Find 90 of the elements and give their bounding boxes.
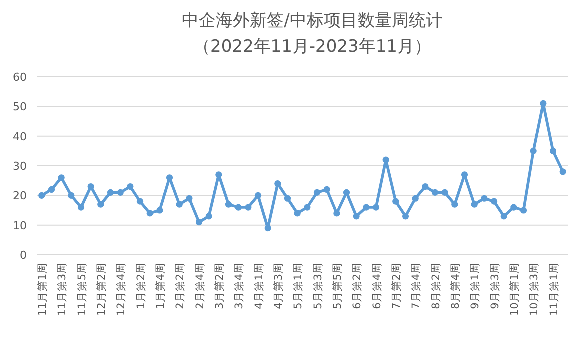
x-tick-label: 1月第4周 xyxy=(154,263,167,310)
point xyxy=(324,186,330,194)
point xyxy=(490,198,498,205)
point xyxy=(432,189,439,196)
x-tick-label: 4月第1周 xyxy=(253,263,266,310)
x-tick-label: 6月第4周 xyxy=(371,263,384,310)
x-tick-label: 12月第4周 xyxy=(116,263,128,316)
x-tick-label: 10月第3周 xyxy=(528,263,541,316)
point xyxy=(481,195,488,202)
point xyxy=(510,204,518,211)
point xyxy=(216,172,222,178)
point xyxy=(294,210,301,217)
x-tick-label: 2月第2周 xyxy=(174,263,187,310)
point xyxy=(186,195,193,202)
point xyxy=(254,192,262,199)
point xyxy=(452,201,458,208)
x-tick-label: 5月第3周 xyxy=(312,263,324,310)
point xyxy=(520,207,528,214)
point xyxy=(156,207,164,214)
x-tick-label: 3月第4周 xyxy=(234,263,246,310)
point xyxy=(98,201,104,208)
point xyxy=(88,183,94,190)
x-tick-label: 9月第3周 xyxy=(489,263,502,310)
y-tick-label: 10 xyxy=(13,219,27,232)
point xyxy=(550,148,557,154)
point xyxy=(343,189,350,196)
point xyxy=(314,189,321,196)
point xyxy=(127,183,134,190)
y-tick-label: 30 xyxy=(13,160,27,173)
point xyxy=(146,210,154,217)
x-tick-label: 2月第4周 xyxy=(194,263,206,310)
point xyxy=(117,189,124,196)
point xyxy=(48,186,56,194)
x-tick-label: 11月第5周 xyxy=(76,263,88,316)
point xyxy=(68,192,75,199)
point xyxy=(471,201,478,208)
point xyxy=(206,213,212,220)
x-tick-label: 4月第3周 xyxy=(272,263,285,310)
x-tick-label: 11月第1周 xyxy=(36,263,49,316)
point xyxy=(196,219,203,226)
x-tick-label: 9月第1周 xyxy=(470,263,482,310)
point xyxy=(412,195,419,202)
x-tick-label: 11月第1周 xyxy=(548,263,560,316)
x-tick-label: 1月第2周 xyxy=(135,263,148,310)
y-tick-label: 50 xyxy=(13,100,27,114)
chart-title: 中企海外新签/中标项目数量周统计 xyxy=(182,11,443,31)
x-tick-label: 6月第2周 xyxy=(352,263,364,310)
point xyxy=(363,204,370,211)
point xyxy=(166,174,174,182)
point xyxy=(304,204,311,211)
point xyxy=(58,174,65,182)
x-tick-label: 11月第3周 xyxy=(56,263,69,316)
point xyxy=(107,189,114,196)
point xyxy=(284,195,292,202)
point xyxy=(334,210,340,217)
y-tick-label: 60 xyxy=(13,71,27,84)
point xyxy=(176,201,183,208)
x-tick-label: 3月第2周 xyxy=(214,263,226,310)
point xyxy=(264,225,272,232)
y-tick-label: 40 xyxy=(13,130,27,144)
point xyxy=(38,192,46,199)
point xyxy=(235,204,242,211)
y-tick-label: 20 xyxy=(13,190,27,203)
x-tick-label: 10月第1周 xyxy=(508,263,521,316)
point xyxy=(530,148,537,154)
point xyxy=(136,198,144,205)
point xyxy=(560,168,566,176)
point xyxy=(442,189,448,196)
point xyxy=(225,201,232,208)
x-tick-label: 5月第1周 xyxy=(292,263,305,310)
point xyxy=(78,204,85,211)
point xyxy=(382,156,390,164)
x-tick-label: 7月第2周 xyxy=(390,263,403,310)
x-tick-label: 12月第2周 xyxy=(96,263,108,316)
chart-subtitle: （2022年11月-2023年11月） xyxy=(194,37,432,57)
point xyxy=(500,213,508,220)
x-tick-label: 7月第4周 xyxy=(410,263,423,310)
point xyxy=(392,198,400,205)
x-tick-label: 5月第5周 xyxy=(332,263,344,310)
x-tick-label: 8月第4周 xyxy=(450,263,462,310)
point xyxy=(372,204,380,211)
x-tick-label: 8月第2周 xyxy=(430,263,442,310)
point xyxy=(402,213,410,220)
point xyxy=(353,213,360,220)
point xyxy=(245,204,252,211)
point xyxy=(422,183,429,190)
point xyxy=(540,100,547,107)
point xyxy=(274,180,282,188)
y-tick-label: 0 xyxy=(20,249,27,262)
point xyxy=(461,172,468,178)
